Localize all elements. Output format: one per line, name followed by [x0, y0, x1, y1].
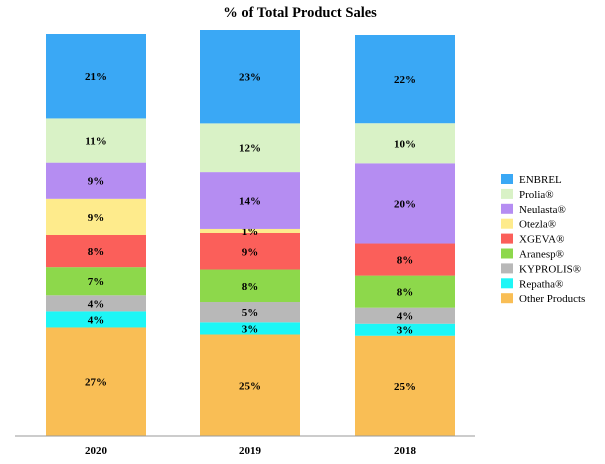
bar-segment	[200, 269, 300, 303]
data-label: 25%	[394, 381, 416, 393]
legend-label: Other Products	[519, 293, 585, 305]
legend-swatch	[501, 218, 513, 229]
data-label: 27%	[85, 377, 107, 389]
bar-segment	[46, 327, 146, 436]
bar-segment	[46, 295, 146, 312]
legend-swatch	[501, 278, 513, 289]
bar-segment	[46, 118, 146, 163]
data-label: 22%	[394, 74, 416, 86]
x-tick-label: 2019	[239, 445, 262, 457]
bar-segment	[200, 123, 300, 173]
legend-swatch	[501, 293, 513, 304]
legend-label: Prolia®	[519, 189, 554, 201]
bars-group: 27% 4% 4% 7% 8% 9% 9% 11% 21% 25% 3% 5% 8% 9% 1% 14% 12%…	[46, 30, 455, 436]
data-label: 20%	[394, 198, 416, 210]
data-label: 8%	[397, 287, 414, 299]
legend-label: XGEVA®	[519, 234, 564, 246]
data-label: 23%	[239, 72, 261, 84]
data-label: 9%	[242, 246, 259, 258]
x-tick-label: 2018	[394, 445, 417, 457]
bar-segment	[355, 275, 455, 308]
data-label: 14%	[239, 196, 261, 208]
legend-swatch	[501, 263, 513, 274]
chart-title: % of Total Product Sales	[223, 5, 377, 21]
bar-segment	[200, 172, 300, 229]
data-label: 3%	[397, 325, 414, 337]
data-label: 21%	[85, 71, 107, 83]
data-label: 1%	[242, 226, 259, 238]
data-label: 4%	[397, 311, 414, 323]
bar-segment	[46, 267, 146, 296]
x-tick-label: 2020	[85, 445, 108, 457]
bar-segment	[200, 302, 300, 323]
data-label: 9%	[88, 212, 105, 224]
bar-segment	[46, 311, 146, 328]
legend: ENBREL Prolia® Neulasta® Otezla® XGEVA® Arane…	[501, 174, 585, 305]
data-label: 7%	[88, 276, 105, 288]
legend-label: ENBREL	[519, 174, 562, 186]
legend-label: Repatha®	[519, 278, 563, 290]
bar-segment	[200, 322, 300, 335]
bar-segment	[200, 228, 300, 233]
bar-segment	[355, 307, 455, 324]
bar-segment	[200, 334, 300, 436]
x-tick-labels: 2020 2019 2018	[85, 445, 417, 457]
data-label: 12%	[239, 143, 261, 155]
data-label: 4%	[88, 314, 105, 326]
data-label: 3%	[242, 323, 259, 335]
data-label: 8%	[397, 255, 414, 267]
bar-segment	[355, 163, 455, 244]
legend-label: Otezla®	[519, 219, 556, 231]
data-label: 8%	[242, 281, 259, 293]
legend-swatch	[501, 174, 513, 184]
legend-swatch	[501, 188, 513, 199]
bar-segment	[355, 123, 455, 164]
bar-segment	[355, 243, 455, 276]
legend-label: Neulasta®	[519, 204, 566, 216]
bar-segment	[46, 34, 146, 119]
bar-segment	[200, 233, 300, 270]
data-label: 9%	[88, 176, 105, 188]
bar-segment	[355, 323, 455, 336]
bar-segment	[46, 235, 146, 268]
bar-segment	[46, 198, 146, 235]
data-label: 10%	[394, 138, 416, 150]
data-label: 4%	[88, 298, 105, 310]
legend-swatch	[501, 233, 513, 244]
data-label: 11%	[85, 136, 106, 148]
legend-swatch	[501, 248, 513, 259]
bar-segment	[355, 335, 455, 436]
data-label: 8%	[88, 246, 105, 258]
data-label: 5%	[242, 307, 259, 319]
legend-swatch	[501, 203, 513, 214]
bar-segment	[46, 162, 146, 199]
bar-segment	[355, 35, 455, 124]
bar-segment	[200, 30, 300, 124]
legend-label: Aranesp®	[519, 249, 564, 261]
legend-label: KYPROLIS®	[519, 263, 581, 275]
data-label: 25%	[239, 380, 261, 392]
